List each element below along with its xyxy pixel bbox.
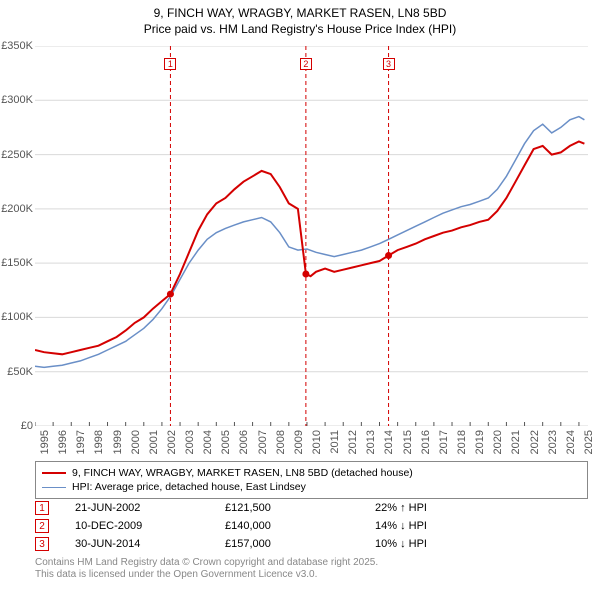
y-tick-label: £200K bbox=[1, 203, 33, 215]
x-tick-label: 2006 bbox=[238, 430, 250, 454]
x-tick-label: 2017 bbox=[438, 430, 450, 454]
marker-table: 1 21-JUN-2002£121,50022% ↑ HPI 2 10-DEC-200… bbox=[35, 499, 588, 553]
legend-row-2: HPI: Average price, detached house, East… bbox=[42, 480, 581, 494]
marker-price: £157,000 bbox=[225, 538, 375, 550]
x-tick-label: 2016 bbox=[420, 430, 432, 454]
legend-box: 9, FINCH WAY, WRAGBY, MARKET RASEN, LN8 … bbox=[35, 461, 588, 499]
marker-delta: 14% ↓ HPI bbox=[375, 520, 525, 532]
y-tick-label: £150K bbox=[1, 257, 33, 269]
y-tick-label: £0 bbox=[21, 420, 33, 432]
x-tick-label: 1999 bbox=[112, 430, 124, 454]
x-tick-label: 2007 bbox=[257, 430, 269, 454]
title-line-1: 9, FINCH WAY, WRAGBY, MARKET RASEN, LN8 … bbox=[0, 6, 600, 22]
x-tick-label: 1996 bbox=[57, 430, 69, 454]
x-tick-label: 2000 bbox=[130, 430, 142, 454]
legend-row-1: 9, FINCH WAY, WRAGBY, MARKET RASEN, LN8 … bbox=[42, 466, 581, 480]
marker-date: 10-DEC-2009 bbox=[75, 520, 225, 532]
marker-num: 1 bbox=[35, 501, 49, 515]
marker-num: 2 bbox=[35, 519, 49, 533]
x-tick-label: 2002 bbox=[166, 430, 178, 454]
marker-price: £121,500 bbox=[225, 502, 375, 514]
x-tick-label: 2018 bbox=[456, 430, 468, 454]
x-tick-label: 2005 bbox=[220, 430, 232, 454]
chart-area: 1 2 3 bbox=[35, 46, 588, 426]
footer-line-2: This data is licensed under the Open Gov… bbox=[35, 569, 378, 581]
x-tick-label: 2003 bbox=[184, 430, 196, 454]
title-line-2: Price paid vs. HM Land Registry's House … bbox=[0, 22, 600, 38]
y-tick-label: £100K bbox=[1, 311, 33, 323]
marker-row: 2 10-DEC-2009£140,00014% ↓ HPI bbox=[35, 517, 588, 535]
x-tick-label: 2015 bbox=[402, 430, 414, 454]
x-tick-label: 2001 bbox=[148, 430, 160, 454]
chart-svg bbox=[35, 46, 588, 426]
y-tick-label: £300K bbox=[1, 94, 33, 106]
footer: Contains HM Land Registry data © Crown c… bbox=[35, 557, 378, 581]
marker-num: 3 bbox=[35, 537, 49, 551]
x-tick-label: 2010 bbox=[311, 430, 323, 454]
marker-delta: 22% ↑ HPI bbox=[375, 502, 525, 514]
x-axis-labels: 1995 1996 1997 1998 1999 2000 2001 2002 2003 2004… bbox=[35, 426, 588, 466]
marker-row: 1 21-JUN-2002£121,50022% ↑ HPI bbox=[35, 499, 588, 517]
chart-marker-1: 1 bbox=[164, 58, 176, 70]
footer-line-1: Contains HM Land Registry data © Crown c… bbox=[35, 557, 378, 569]
chart-marker-2: 2 bbox=[300, 58, 312, 70]
x-tick-label: 2008 bbox=[275, 430, 287, 454]
x-tick-label: 2004 bbox=[202, 430, 214, 454]
x-tick-label: 2025 bbox=[583, 430, 595, 454]
legend-label-1: 9, FINCH WAY, WRAGBY, MARKET RASEN, LN8 … bbox=[72, 467, 413, 479]
marker-row: 3 30-JUN-2014£157,00010% ↓ HPI bbox=[35, 535, 588, 553]
marker-date: 21-JUN-2002 bbox=[75, 502, 225, 514]
x-tick-label: 2021 bbox=[510, 430, 522, 454]
x-tick-label: 1995 bbox=[39, 430, 51, 454]
y-tick-label: £350K bbox=[1, 40, 33, 52]
x-tick-label: 2011 bbox=[329, 430, 341, 454]
x-tick-label: 1997 bbox=[75, 430, 87, 454]
x-tick-label: 2012 bbox=[347, 430, 359, 454]
x-tick-label: 2019 bbox=[474, 430, 486, 454]
x-tick-label: 2009 bbox=[293, 430, 305, 454]
chart-marker-3: 3 bbox=[383, 58, 395, 70]
x-tick-label: 1998 bbox=[93, 430, 105, 454]
y-tick-label: £250K bbox=[1, 149, 33, 161]
y-tick-label: £50K bbox=[7, 366, 33, 378]
marker-date: 30-JUN-2014 bbox=[75, 538, 225, 550]
x-tick-label: 2013 bbox=[365, 430, 377, 454]
marker-delta: 10% ↓ HPI bbox=[375, 538, 525, 550]
chart-title: 9, FINCH WAY, WRAGBY, MARKET RASEN, LN8 … bbox=[0, 0, 600, 37]
x-tick-label: 2020 bbox=[492, 430, 504, 454]
y-axis-labels: £0£50K£100K£150K£200K£250K£300K£350K bbox=[0, 46, 35, 426]
legend-swatch-2 bbox=[42, 487, 66, 488]
marker-price: £140,000 bbox=[225, 520, 375, 532]
legend-label-2: HPI: Average price, detached house, East… bbox=[72, 481, 306, 493]
legend-swatch-1 bbox=[42, 472, 66, 474]
x-tick-label: 2023 bbox=[547, 430, 559, 454]
x-tick-label: 2024 bbox=[565, 430, 577, 454]
x-tick-label: 2022 bbox=[529, 430, 541, 454]
x-tick-label: 2014 bbox=[383, 430, 395, 454]
